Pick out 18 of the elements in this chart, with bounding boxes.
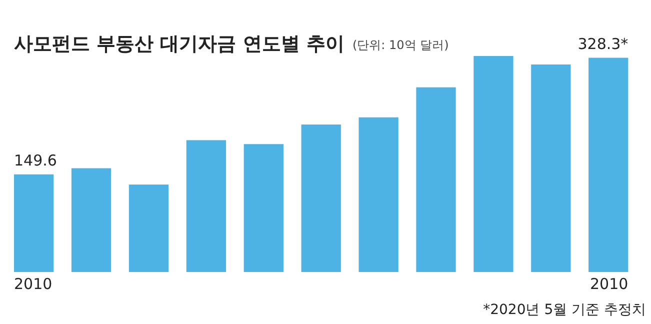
chart-subtitle: (단위: 10억 달러): [352, 38, 449, 52]
text: *2020년 5월 기준 추정치: [483, 302, 646, 318]
bar: [358, 117, 398, 272]
bar: [474, 56, 514, 272]
data-label: 328.3*: [578, 34, 629, 53]
bar: [71, 168, 112, 272]
bar: [301, 124, 341, 272]
x-tick-label: 2010: [590, 275, 628, 293]
bar: [416, 87, 456, 272]
bar: [186, 140, 226, 272]
bar: [128, 184, 169, 272]
x-tick-label: 2010: [14, 275, 52, 293]
bar: [531, 64, 571, 272]
data-label: 149.6: [14, 151, 57, 170]
chart-title: 사모펀드 부동산 대기자금 연도별 추이: [14, 33, 344, 55]
bar: [244, 144, 284, 272]
bar: [588, 58, 628, 272]
bar: [14, 174, 54, 272]
